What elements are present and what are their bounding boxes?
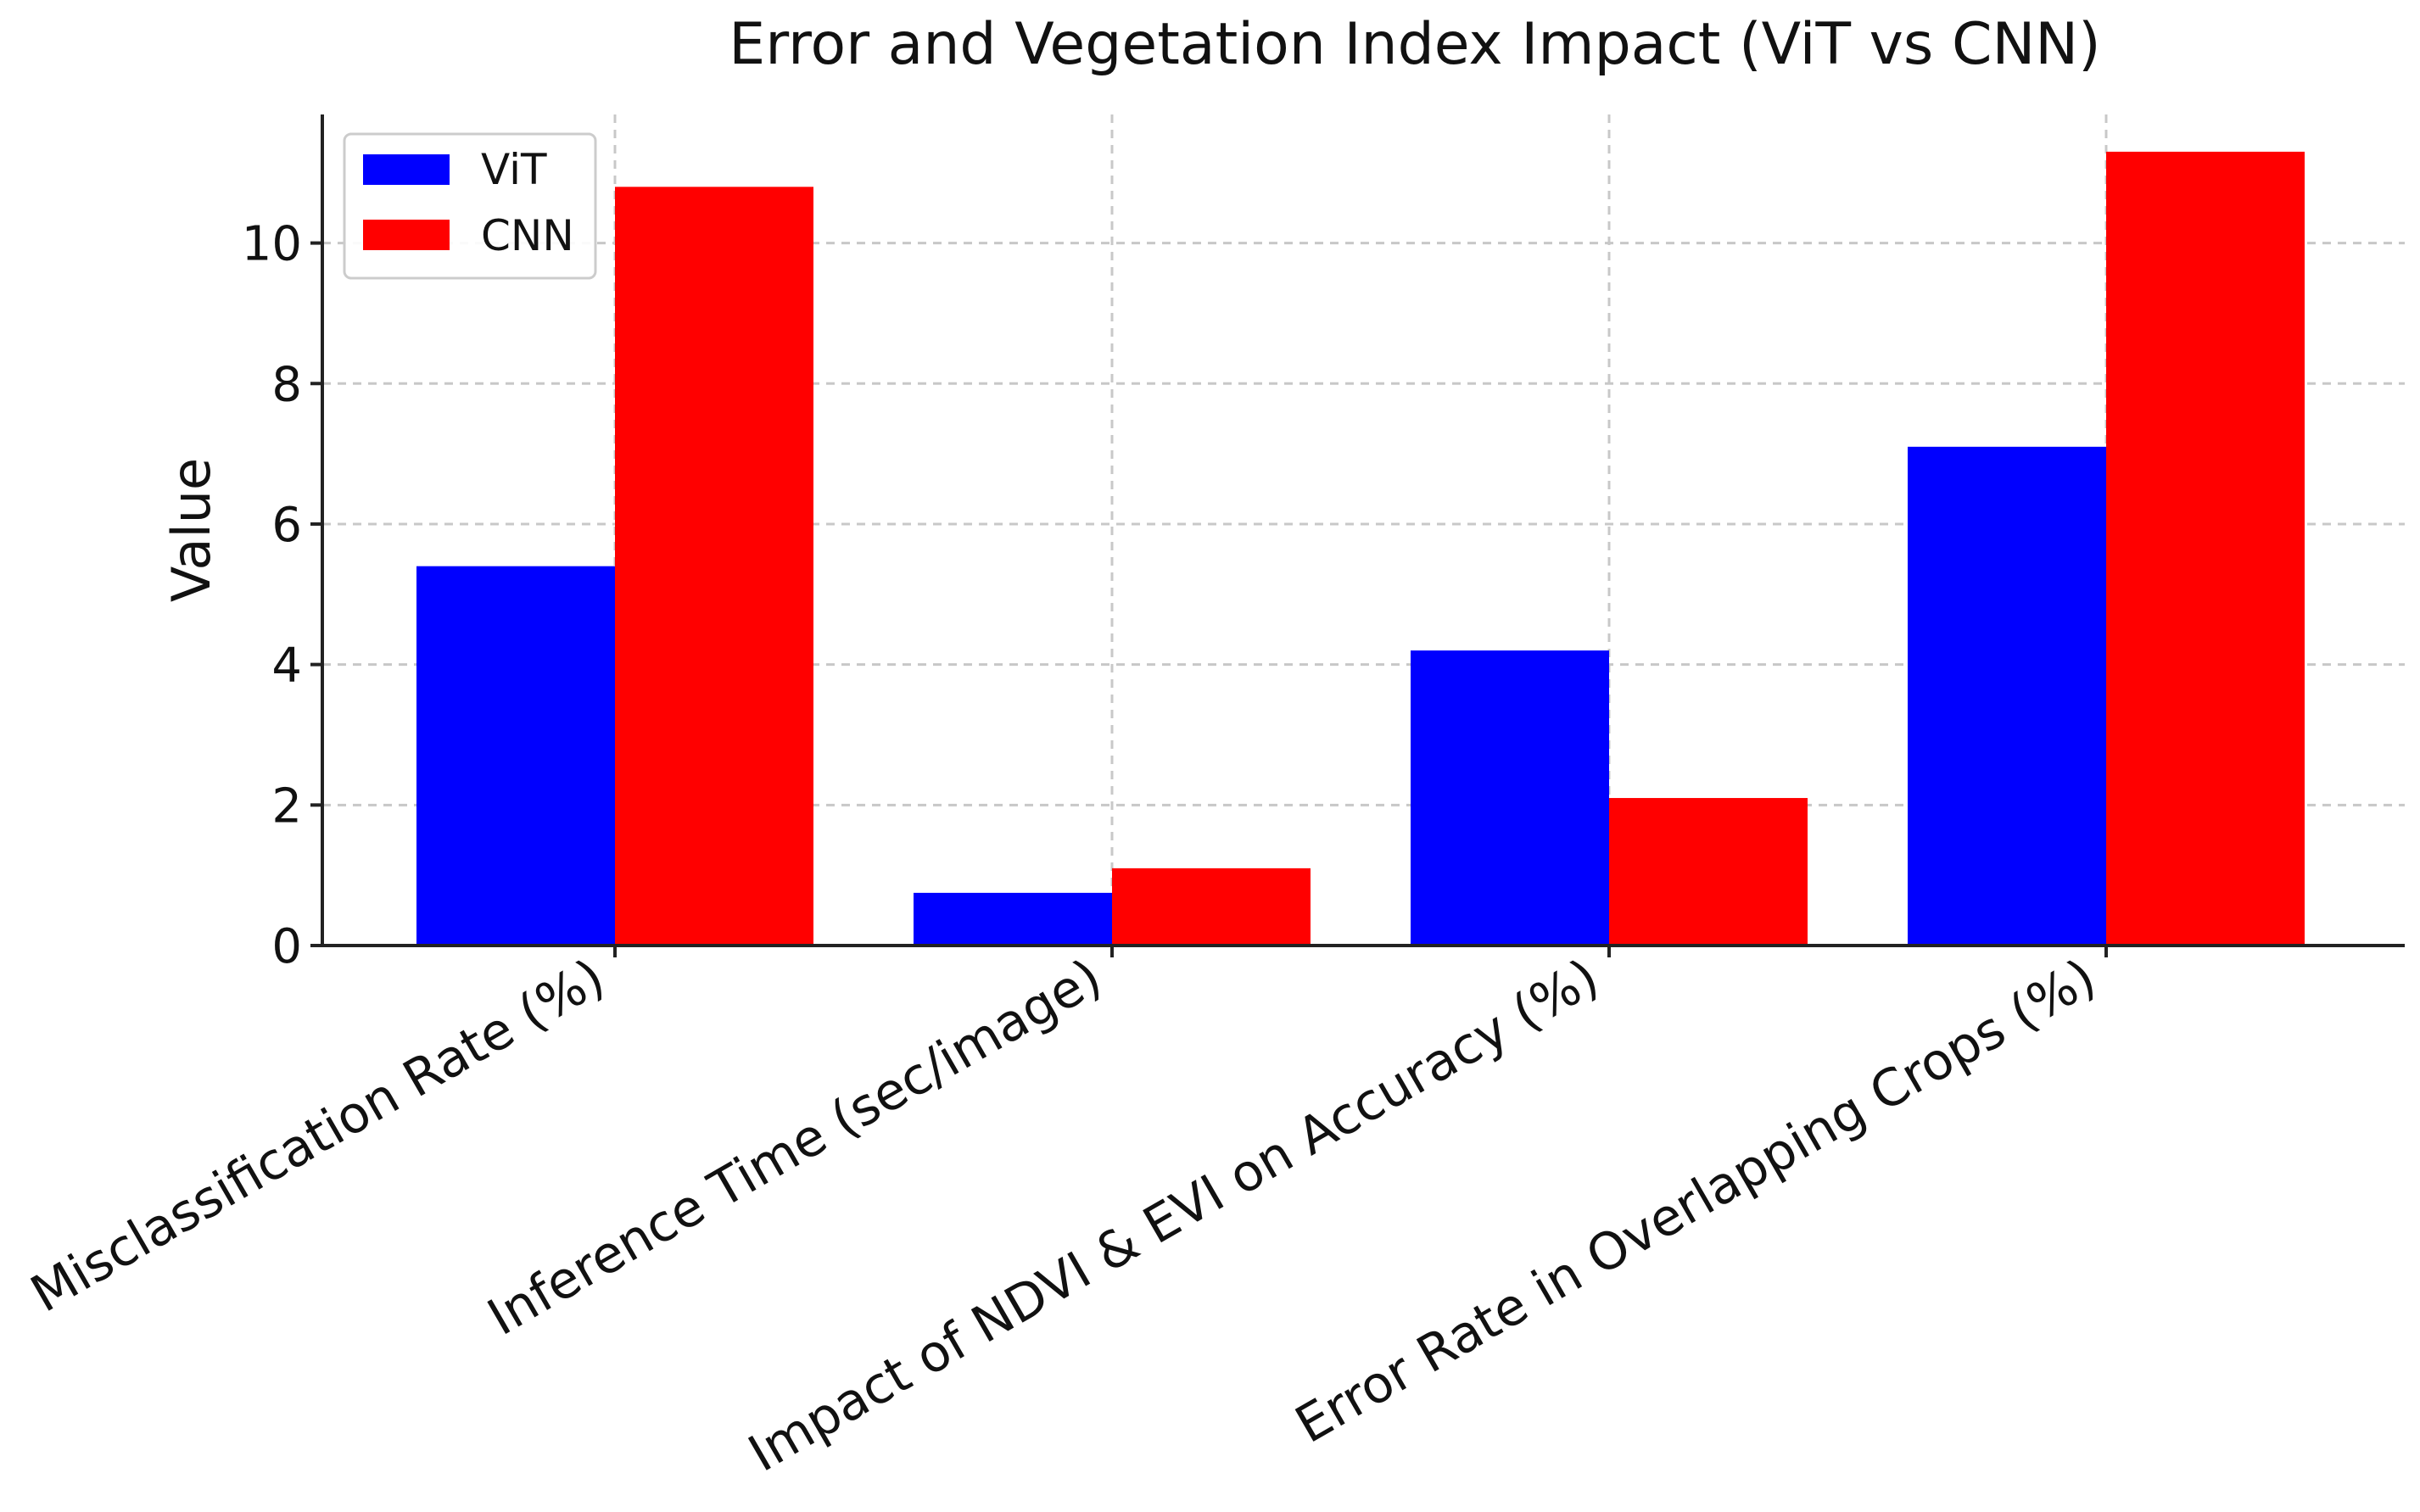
legend-label-cnn: CNN	[481, 211, 574, 260]
bar-vit-3	[1908, 446, 2106, 946]
bar-vit-0	[416, 566, 615, 946]
legend-swatch-vit	[363, 154, 450, 185]
legend-swatch-cnn	[363, 220, 450, 250]
bar-cnn-2	[1609, 798, 1808, 946]
y-tick-label-6: 6	[271, 498, 302, 553]
bar-cnn-3	[2106, 151, 2305, 946]
bar-vit-2	[1411, 650, 1609, 946]
legend: ViT CNN	[343, 132, 597, 280]
y-tick-label-0: 0	[271, 919, 302, 974]
bar-cnn-0	[615, 187, 813, 946]
bar-vit-1	[914, 892, 1112, 946]
y-axis-label: Value	[160, 458, 222, 602]
y-ticks: 0 2 4 6 8 10	[242, 217, 322, 974]
y-tick-label-10: 10	[242, 217, 302, 272]
chart-title: Error and Vegetation Index Impact (ViT v…	[729, 11, 2100, 78]
bars	[416, 151, 2305, 946]
y-tick-label-4: 4	[271, 639, 302, 694]
bar-cnn-1	[1112, 868, 1311, 946]
y-tick-label-2: 2	[271, 778, 302, 834]
y-tick-label-8: 8	[271, 357, 302, 412]
legend-label-vit: ViT	[481, 145, 547, 194]
axes	[321, 114, 2405, 947]
